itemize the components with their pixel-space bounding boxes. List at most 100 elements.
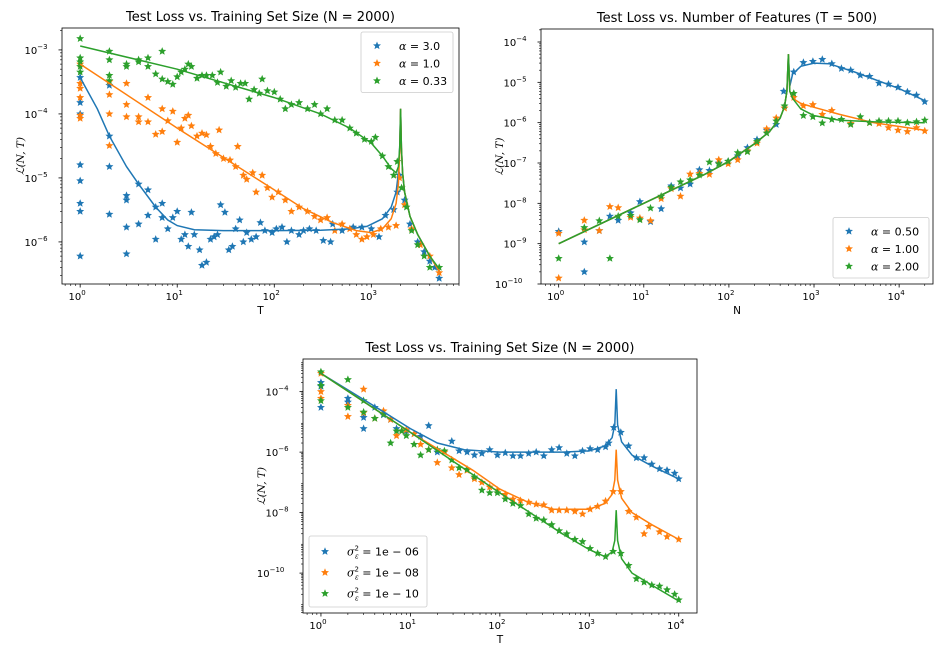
legend: α = 3.0 α = 1.0 α = 0.33	[360, 31, 454, 93]
data-point-star	[184, 59, 193, 68]
data-point-star	[433, 447, 442, 456]
data-point-star	[343, 412, 352, 420]
data-point-star	[357, 235, 366, 243]
data-point-star	[410, 440, 419, 448]
y-axis-label: ℒ(N, T)	[15, 137, 27, 175]
data-point-star	[144, 185, 152, 194]
data-point-star	[76, 73, 85, 81]
data-point-star	[76, 62, 85, 70]
data-point-star	[105, 55, 114, 64]
data-point-star	[392, 221, 401, 229]
legend-marker-star	[373, 41, 381, 50]
data-point-star	[235, 215, 244, 224]
data-point-star	[375, 232, 383, 241]
data-point-star	[282, 237, 291, 246]
data-point-star	[180, 114, 189, 122]
data-point-star	[122, 112, 131, 121]
data-point-star	[455, 446, 464, 455]
plot-area	[317, 367, 683, 604]
legend-marker-star	[321, 589, 329, 597]
data-point-star	[846, 120, 855, 128]
data-point-star	[105, 141, 114, 149]
legend-marker-star	[373, 76, 381, 85]
chart-title: Test Loss vs. Training Set Size (N = 200…	[125, 10, 395, 25]
y-tick-label: 10−5	[504, 75, 527, 89]
data-point-star	[76, 176, 85, 185]
data-point-star	[317, 381, 325, 389]
data-point-star	[402, 431, 411, 440]
data-point-star	[239, 237, 248, 246]
data-point-star	[220, 208, 229, 216]
data-point-star	[323, 104, 332, 113]
legend-marker-star	[373, 59, 381, 67]
data-point-star	[663, 585, 671, 594]
data-point-star	[338, 115, 347, 124]
data-point-star	[359, 413, 368, 421]
x-axis-label: T	[256, 305, 264, 317]
data-point-star	[158, 127, 167, 135]
data-point-star	[789, 93, 798, 101]
data-point-star	[580, 223, 589, 231]
data-point-star	[674, 595, 683, 604]
legend-label: σ2 ε = 1e − 08	[347, 566, 419, 582]
data-point-star	[76, 207, 85, 215]
legend-label: α = 2.00	[871, 260, 919, 273]
x-axis-label: N	[733, 305, 741, 317]
data-point-star	[134, 57, 143, 66]
legend-box	[832, 217, 930, 279]
data-point-star	[903, 127, 912, 135]
data-point-star	[884, 123, 893, 132]
data-point-star	[655, 527, 664, 536]
data-point-star	[743, 147, 752, 156]
data-point-star	[122, 195, 131, 204]
data-point-star	[912, 91, 921, 99]
data-point-star	[144, 62, 152, 70]
data-point-star	[818, 110, 827, 118]
data-point-star	[268, 193, 277, 201]
data-point-star	[635, 215, 644, 224]
data-point-star	[281, 195, 290, 204]
data-point-star	[263, 86, 272, 95]
data-point-star	[193, 74, 201, 82]
data-point-star	[206, 235, 215, 243]
x-tick-label: 102	[488, 618, 505, 632]
data-point-star	[818, 118, 827, 127]
y-axis-label: ℒ(N, T)	[256, 467, 268, 505]
data-point-star	[837, 115, 846, 123]
data-point-star	[76, 34, 85, 42]
data-point-star	[920, 97, 929, 106]
data-point-star	[105, 162, 114, 170]
data-point-star	[317, 387, 325, 395]
data-point-star	[789, 67, 798, 76]
data-point-star	[676, 183, 685, 192]
data-point-star	[670, 469, 679, 477]
data-point-star	[158, 199, 167, 207]
data-point-star	[76, 93, 85, 101]
data-point-star	[247, 235, 256, 243]
data-point-star	[554, 273, 563, 282]
chart-title: Test Loss vs. Training Set Size (N = 200…	[365, 341, 635, 356]
data-point-star	[105, 81, 114, 89]
chart-1: 100 101 102 103 10−6 10−5 10−4 10−3 Test Loss vs…	[15, 10, 460, 317]
plot-area	[76, 34, 444, 282]
data-point-star	[242, 228, 251, 236]
fit-line-series-3	[320, 372, 680, 602]
data-point-star	[242, 175, 251, 183]
data-point-star	[76, 79, 85, 87]
data-point-star	[808, 112, 817, 121]
data-point-star	[369, 230, 378, 238]
data-point-star	[250, 85, 259, 93]
data-point-star	[397, 426, 406, 435]
y-tick-label: 10−7	[504, 156, 527, 170]
data-point-star	[392, 431, 401, 440]
data-point-star	[319, 236, 328, 244]
data-point-star	[425, 263, 434, 271]
data-point-star	[455, 470, 464, 479]
data-point-star	[485, 488, 494, 497]
legend: σ2 ε = 1e − 06 σ2 ε = 1e − 08 σ2 ε = 1e − 10	[308, 535, 428, 608]
data-point-star	[144, 117, 152, 126]
data-point-star	[202, 258, 211, 266]
data-point-star	[177, 123, 186, 132]
data-point-star	[724, 159, 733, 168]
data-point-star	[252, 232, 261, 241]
